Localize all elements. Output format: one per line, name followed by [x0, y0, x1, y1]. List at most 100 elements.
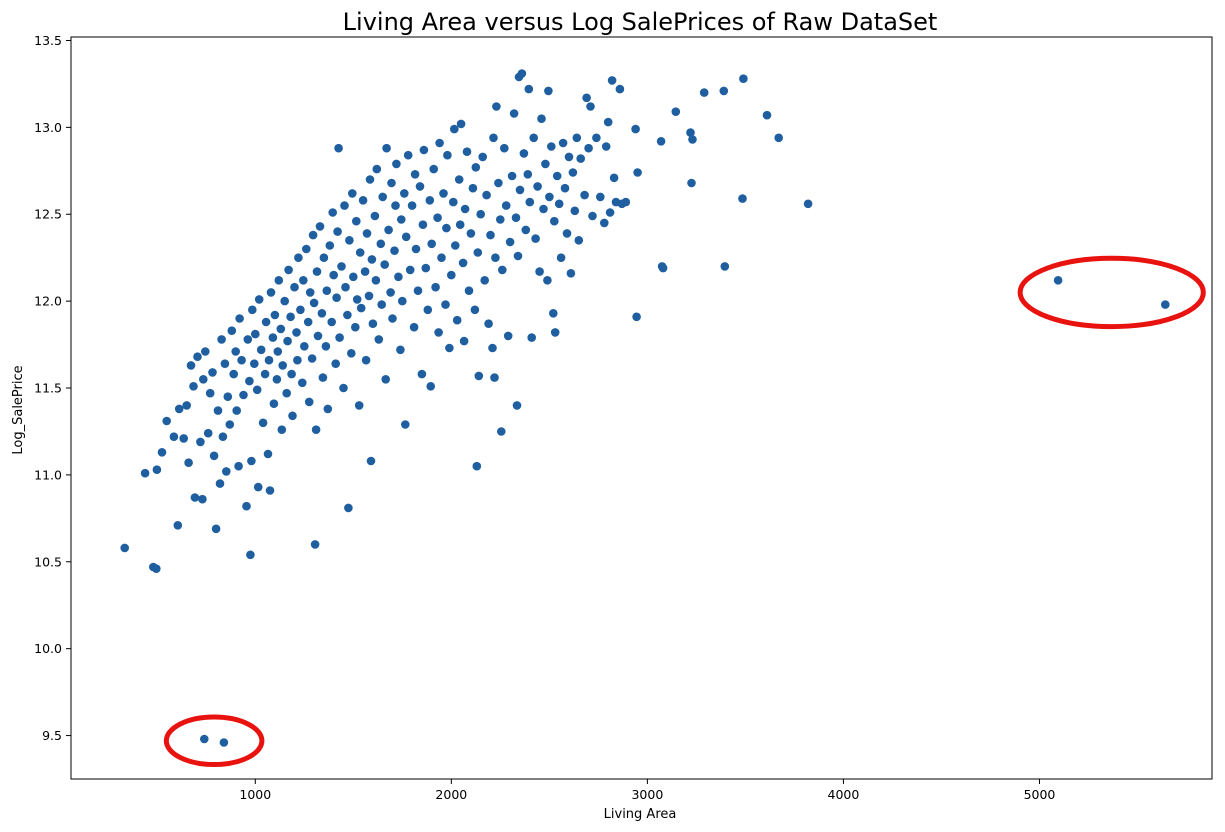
data-point: [225, 420, 235, 429]
data-point: [509, 109, 519, 118]
y-tick-label: 12.0: [34, 294, 62, 309]
data-point: [364, 291, 374, 301]
data-point: [554, 199, 564, 209]
data-point: [549, 309, 558, 318]
data-point: [498, 265, 507, 275]
data-point: [340, 201, 349, 210]
data-point: [341, 282, 350, 292]
data-point: [368, 319, 378, 329]
data-point: [277, 425, 287, 435]
data-point: [323, 404, 333, 414]
data-point: [283, 336, 292, 346]
data-point: [335, 333, 344, 342]
data-point: [380, 260, 390, 269]
data-point: [199, 375, 208, 384]
data-point: [427, 239, 437, 249]
data-point: [699, 88, 709, 97]
data-point: [308, 230, 318, 240]
y-tick-label: 12.5: [34, 207, 62, 222]
data-point: [396, 345, 405, 355]
data-point: [349, 272, 358, 282]
data-point: [531, 234, 540, 243]
data-point: [343, 310, 352, 320]
data-point: [173, 521, 183, 530]
data-point: [209, 451, 219, 461]
data-point: [574, 236, 584, 245]
data-point: [556, 253, 566, 262]
data-point: [245, 376, 254, 386]
plot-frame: [70, 36, 1213, 780]
data-point: [543, 276, 552, 285]
data-point: [686, 128, 695, 137]
data-point: [370, 211, 380, 221]
data-point: [186, 361, 196, 370]
data-point: [607, 76, 617, 85]
data-point: [367, 255, 377, 264]
data-point: [120, 543, 129, 553]
data-point: [425, 196, 435, 205]
data-point: [456, 119, 466, 129]
data-point: [292, 328, 301, 337]
data-point: [310, 540, 320, 549]
data-point: [609, 173, 619, 183]
data-point: [418, 220, 428, 229]
data-point: [278, 361, 288, 370]
data-point: [490, 373, 499, 382]
data-point: [253, 482, 263, 492]
data-point: [332, 293, 341, 303]
y-tick-label: 10.0: [34, 641, 62, 656]
data-point: [352, 216, 361, 226]
data-point: [215, 479, 225, 488]
data-point: [201, 347, 210, 356]
data-point: [213, 406, 223, 415]
data-point: [484, 319, 493, 329]
data-point: [246, 550, 255, 560]
data-point: [537, 114, 546, 123]
x-tick-label: 2000: [435, 787, 467, 802]
data-point: [762, 110, 772, 120]
data-point: [426, 382, 436, 391]
data-point: [482, 190, 491, 200]
data-point: [400, 189, 409, 198]
data-point: [443, 150, 452, 160]
data-point: [234, 461, 243, 471]
data-point: [547, 142, 556, 151]
data-point: [433, 213, 442, 222]
data-point: [242, 501, 251, 511]
data-point: [274, 276, 284, 285]
data-point: [478, 152, 488, 162]
data-point: [231, 347, 240, 356]
data-point: [466, 229, 476, 238]
data-point: [382, 143, 391, 153]
data-point: [447, 270, 456, 280]
data-point: [256, 345, 266, 355]
data-point: [632, 312, 641, 322]
data-point: [560, 183, 570, 193]
data-point: [280, 296, 290, 306]
data-point: [377, 300, 387, 309]
data-point: [592, 133, 601, 143]
data-point: [738, 194, 747, 203]
data-point: [621, 197, 631, 207]
outlier-highlight-ellipse: [163, 714, 265, 768]
data-point: [189, 382, 198, 391]
data-point: [541, 159, 550, 169]
data-point: [582, 93, 591, 103]
data-point: [533, 182, 542, 191]
data-point: [458, 258, 468, 268]
data-point: [356, 303, 366, 313]
data-point: [169, 432, 179, 442]
data-point: [315, 222, 325, 231]
data-point: [296, 305, 305, 315]
data-point: [331, 359, 341, 369]
data-point: [266, 288, 276, 297]
data-point: [450, 124, 459, 134]
data-point: [157, 448, 167, 457]
data-point: [300, 342, 309, 351]
data-point: [174, 404, 184, 414]
data-point: [344, 503, 353, 513]
data-point: [476, 209, 486, 219]
data-point: [298, 378, 307, 388]
data-point: [596, 192, 605, 202]
data-point: [521, 225, 531, 235]
